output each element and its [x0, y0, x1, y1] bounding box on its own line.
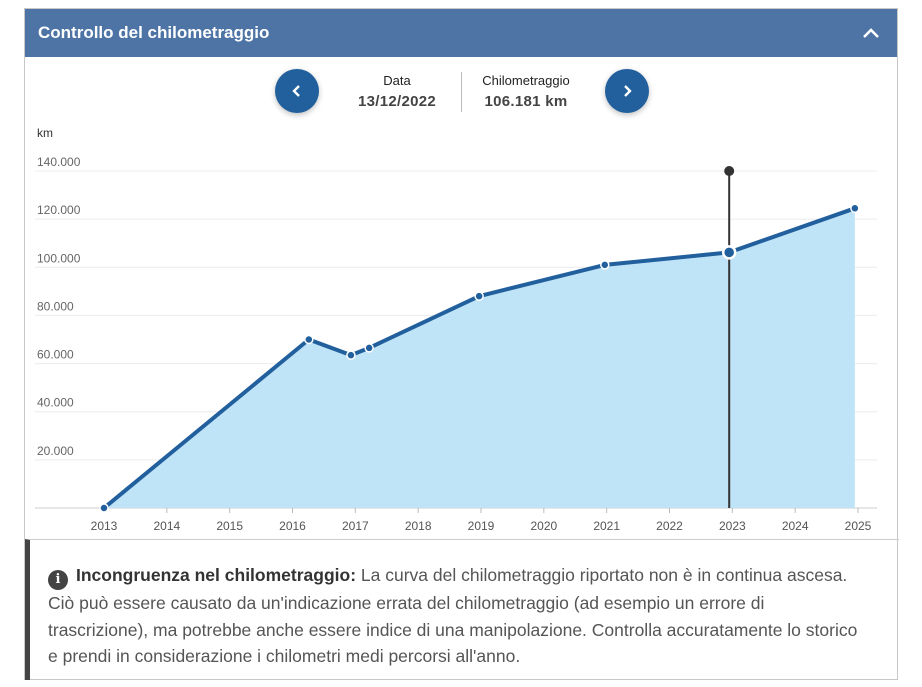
data-point[interactable] [474, 291, 484, 301]
chevron-up-icon[interactable] [859, 21, 883, 45]
y-tick-label: 60.000 [37, 348, 74, 362]
data-point[interactable] [364, 343, 374, 353]
data-point[interactable] [346, 350, 356, 360]
km-value: 106.181 km [484, 93, 568, 110]
y-tick-label: 20.000 [37, 444, 74, 458]
x-tick-label: 2022 [656, 519, 683, 533]
mileage-panel: Controllo del chilometraggio km 20.000 40.… [24, 8, 899, 680]
km-info: Chilometraggio 106.181 km [471, 73, 581, 110]
y-tick-label: 140.000 [37, 155, 81, 169]
x-tick-label: 2024 [782, 519, 809, 533]
panel-header[interactable]: Controllo del chilometraggio [25, 9, 897, 57]
x-tick-label: 2016 [279, 519, 306, 533]
x-tick-label: 2018 [405, 519, 432, 533]
mileage-chart[interactable]: km 20.000 40.000 60.000 80.000 100.000 120.000… [25, 9, 899, 539]
chevron-left-icon [292, 85, 300, 97]
y-axis-label: km [37, 126, 53, 140]
x-tick-label: 2014 [153, 519, 180, 533]
x-tick-label: 2025 [845, 519, 872, 533]
chevron-right-icon [624, 85, 632, 97]
y-tick-label: 40.000 [37, 396, 74, 410]
area-fill [104, 208, 855, 508]
warning-title: Incongruenza nel chilometraggio: [76, 565, 357, 585]
data-point[interactable] [99, 503, 109, 513]
divider [461, 72, 462, 112]
data-point[interactable] [721, 245, 737, 260]
x-tick-label: 2017 [342, 519, 369, 533]
date-label: Data [383, 73, 411, 88]
info-icon: i [48, 570, 68, 590]
x-tick-label: 2013 [91, 519, 118, 533]
date-info: Data 13/12/2022 [345, 73, 449, 110]
panel-title: Controllo del chilometraggio [38, 23, 270, 42]
x-tick-label: 2019 [468, 519, 495, 533]
y-tick-label: 80.000 [37, 299, 74, 313]
data-point[interactable] [850, 203, 860, 214]
x-tick-label: 2021 [593, 519, 620, 533]
record-navigator: Data 13/12/2022 Chilometraggio 106.181 k… [275, 69, 649, 113]
x-tick-label: 2020 [530, 519, 557, 533]
data-point[interactable] [600, 260, 610, 270]
x-tick-label: 2015 [216, 519, 243, 533]
y-tick-label: 120.000 [37, 203, 81, 217]
next-button[interactable] [605, 69, 649, 113]
data-point[interactable] [304, 334, 314, 345]
x-tick-label: 2023 [719, 519, 746, 533]
mileage-warning: i Incongruenza nel chilometraggio: La cur… [25, 539, 899, 680]
previous-button[interactable] [275, 69, 319, 113]
y-tick-label: 100.000 [37, 251, 81, 265]
mileage-line [102, 206, 856, 510]
warning-text: La curva del chilometraggio riportato no… [48, 565, 858, 666]
date-value: 13/12/2022 [357, 93, 437, 110]
km-label: Chilometraggio [482, 73, 570, 88]
selection-marker-handle [724, 166, 735, 176]
